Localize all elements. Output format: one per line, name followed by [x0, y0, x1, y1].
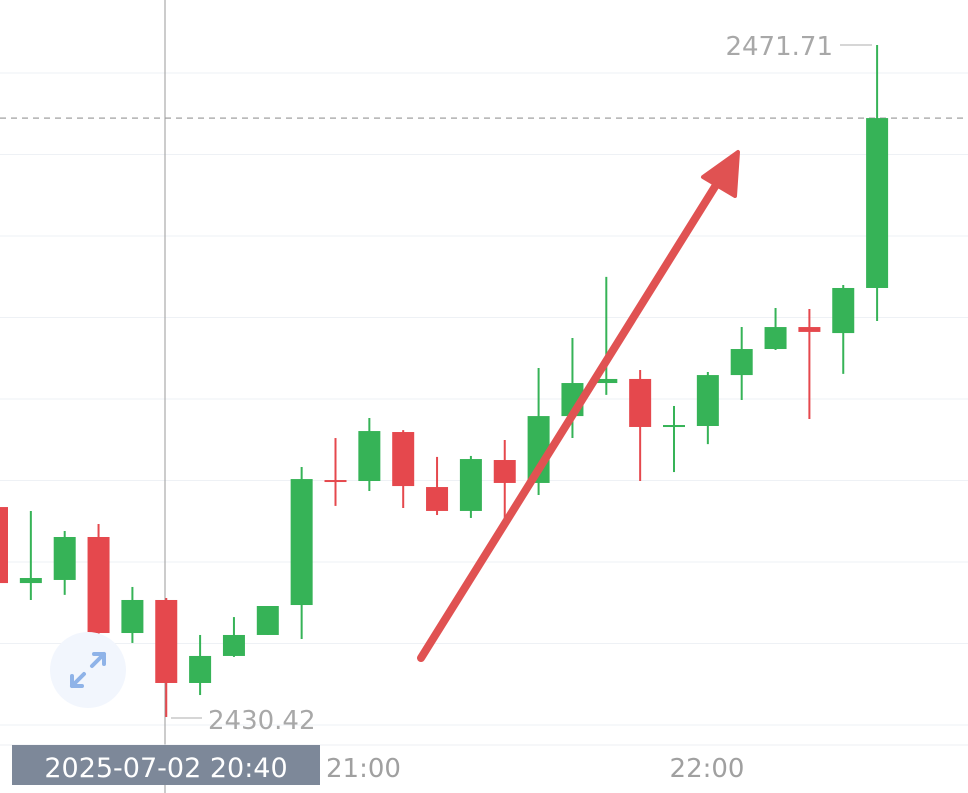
- candle-body: [392, 432, 415, 487]
- candle-body: [493, 460, 516, 483]
- candle-body: [595, 378, 618, 384]
- trend-arrow-annotation: [417, 150, 740, 662]
- candle-up: [459, 455, 482, 518]
- candle-up: [53, 530, 76, 595]
- candle-down: [155, 598, 178, 717]
- candle-up: [696, 371, 719, 445]
- candle-up: [256, 606, 279, 635]
- max-price-label: 2471.71: [725, 32, 833, 62]
- grid-lines: [0, 72, 968, 726]
- candle-body: [629, 378, 652, 427]
- x-tick-label: 21:00: [326, 754, 401, 784]
- candle-body: [426, 487, 449, 511]
- min-price-label: 2430.42: [208, 706, 316, 736]
- candle-up: [832, 285, 855, 374]
- candle-body: [324, 480, 347, 483]
- candle-body: [19, 578, 42, 584]
- candle-down: [493, 439, 516, 521]
- candle-body: [866, 118, 889, 288]
- candle-body: [459, 459, 482, 511]
- candle-up: [290, 467, 313, 640]
- candle-body: [358, 431, 381, 482]
- candle-up: [189, 634, 212, 696]
- candle-up: [730, 327, 753, 400]
- candle-body: [121, 599, 144, 634]
- candle-up: [663, 405, 685, 473]
- candle-up: [595, 276, 618, 395]
- candle-up: [764, 308, 787, 350]
- candle-body: [256, 606, 279, 635]
- candle-body: [663, 425, 685, 428]
- candle-down: [392, 430, 415, 509]
- candle-down: [324, 438, 347, 506]
- candle-body: [764, 327, 787, 350]
- candle-up: [19, 510, 42, 600]
- crosshair-time-label: 2025-07-02 20:40: [12, 745, 320, 785]
- svg-text:2025-07-02 20:40: 2025-07-02 20:40: [44, 753, 287, 784]
- candle-body: [222, 634, 245, 656]
- candle-up: [222, 617, 245, 657]
- candle-up: [358, 418, 381, 491]
- candle-down: [629, 370, 652, 482]
- candle-down: [0, 507, 8, 584]
- candle-down: [798, 308, 821, 420]
- candle-body: [730, 349, 753, 376]
- candle-body: [53, 536, 76, 580]
- candle-body: [696, 375, 719, 427]
- candles: [0, 45, 889, 717]
- candle-up: [121, 586, 144, 643]
- candle-body: [189, 655, 212, 683]
- candle-body: [87, 536, 110, 634]
- candle-up: [866, 45, 889, 322]
- candle-body: [0, 507, 8, 584]
- candle-body: [290, 479, 313, 606]
- expand-arrows-icon[interactable]: [50, 632, 126, 708]
- candle-down: [426, 456, 449, 516]
- x-tick-label: 22:00: [670, 754, 745, 784]
- candle-body: [832, 287, 855, 334]
- candle-body: [155, 599, 178, 683]
- candle-body: [798, 327, 821, 332]
